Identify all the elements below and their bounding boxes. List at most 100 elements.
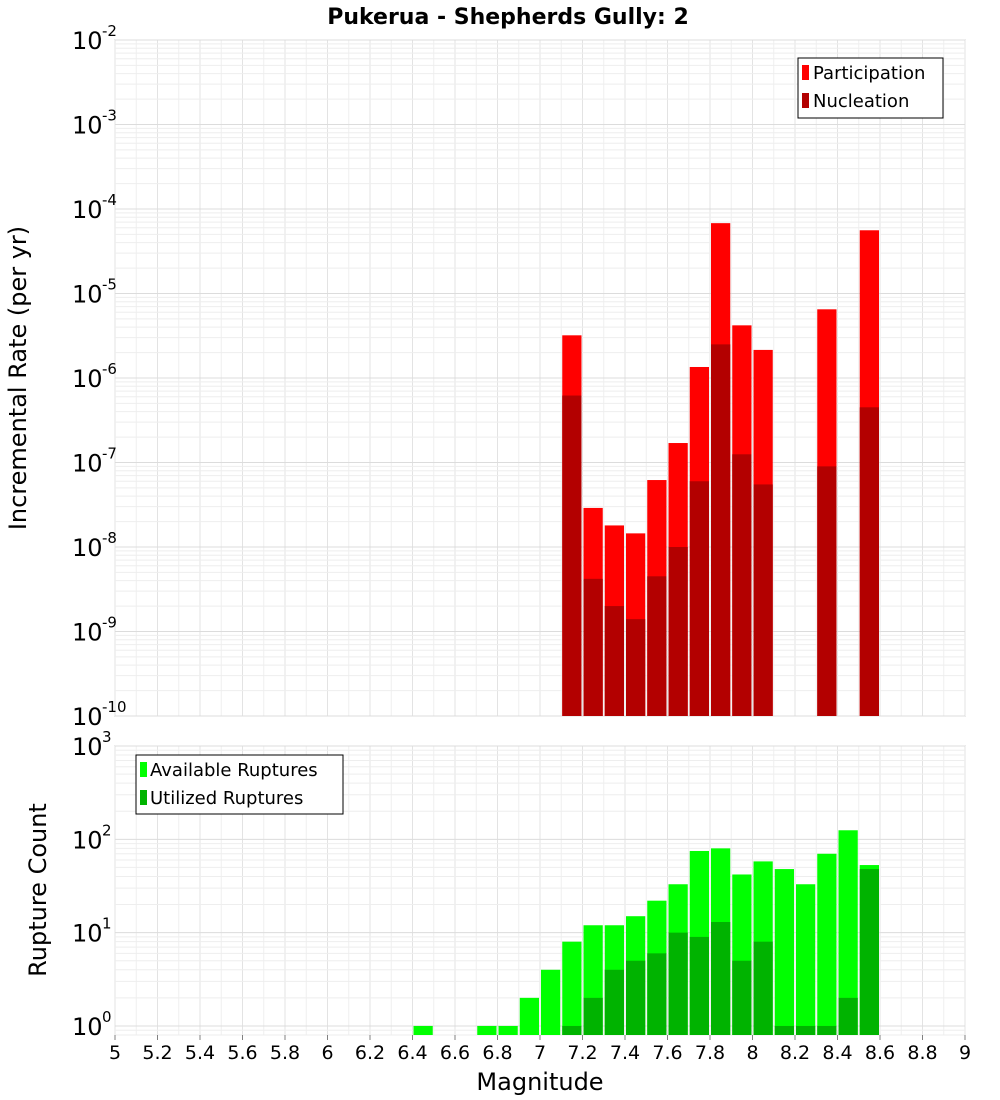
rate-y-tick-exponent: -6 [102,360,117,378]
rate-y-tick: 10 -2 [72,22,117,55]
count-bar-back [774,869,794,1035]
count-y-tick-base: 10 [72,920,103,948]
count-bar-front [796,1025,816,1035]
count-bar-front [817,1025,837,1035]
x-tick-label: 8.8 [907,1042,937,1064]
x-tick-label: 8 [746,1042,758,1064]
rate-y-tick-exponent: -9 [102,614,117,632]
rate-y-tick-base: 10 [72,450,103,478]
count-bar-front [604,969,624,1035]
count-bar-back [477,1025,497,1035]
x-tick-label: 5.4 [185,1042,215,1064]
rate-y-tick-exponent: -2 [102,22,117,40]
x-tick-label: 6.6 [440,1042,470,1064]
rate-y-tick: 10 -6 [72,360,117,393]
count-legend-box [135,754,344,815]
count-bar-front [583,997,603,1035]
x-tick-label: 5 [109,1042,121,1064]
rate-y-tick: 10 -7 [72,445,117,478]
rate-y-tick-exponent: -4 [102,191,117,209]
legend-swatch-utilized [140,790,147,805]
rate-y-tick-base: 10 [72,619,103,647]
count-bar-front [859,869,879,1035]
count-bar-back [498,1025,518,1035]
rate-y-tick-base: 10 [72,112,103,140]
rate-y-tick-base: 10 [72,281,103,309]
legend-label-participation: Participation [813,63,925,84]
rate-bar-front [711,344,731,716]
rate-bars [562,223,879,716]
rate-bar-front [689,481,709,716]
count-bar-back [838,830,858,1035]
count-bar-front [562,1025,582,1035]
x-tick-label: 5.8 [270,1042,300,1064]
count-bar-back [541,969,561,1035]
legend-label-available: Available Ruptures [150,760,318,781]
rate-y-tick-exponent: -8 [102,529,117,547]
count-bar-front [647,953,667,1035]
x-tick-label: 9 [959,1042,971,1064]
x-tick-label: 8.6 [865,1042,895,1064]
count-y-tick-exponent: 3 [102,728,112,746]
magnitude-x-ticks: 5 5.2 5.4 5.6 5.8 6 6.2 6.4 6.6 6.8 7 7.2 7.4 7.6 7.8 8… [109,1035,971,1064]
legend-swatch-participation [802,65,809,80]
rate-y-tick-base: 10 [72,703,103,731]
x-tick-label: 5.2 [142,1042,172,1064]
count-y-tick: 10 1 [72,915,112,948]
rate-bar-front [859,407,879,716]
rate-y-tick-base: 10 [72,365,103,393]
count-bar-front [753,941,773,1035]
rate-y-tick: 10 -4 [72,191,117,224]
count-y-tick-exponent: 0 [102,1008,112,1026]
rate-y-tick-base: 10 [72,534,103,562]
rate-y-tick-exponent: -7 [102,445,117,463]
rate-bar-front [583,578,603,716]
count-bar-front [774,1025,794,1035]
count-bar-front [626,960,646,1035]
count-bar-front [689,936,709,1035]
rate-y-tick-base: 10 [72,27,103,55]
count-bar-back [796,884,816,1035]
count-y-tick: 10 2 [72,821,112,854]
x-tick-label: 7.8 [695,1042,725,1064]
rate-y-axis-label: Incremental Rate (per yr) [4,226,32,530]
legend-label-nucleation: Nucleation [813,91,909,112]
rate-bar-front [668,547,688,716]
count-bar-back [817,853,837,1035]
count-bar-back [562,941,582,1035]
chart-title: Pukerua - Shepherds Gully: 2 [327,5,689,30]
count-bar-back [519,997,539,1035]
count-y-tick-base: 10 [72,733,103,761]
x-tick-label: 7.4 [610,1042,640,1064]
rate-bar-front [647,576,667,716]
x-tick-label: 8.4 [822,1042,852,1064]
count-y-tick-base: 10 [72,1013,103,1041]
rate-y-tick: 10 -5 [72,276,117,309]
count-y-tick-base: 10 [72,826,103,854]
rate-y-tick: 10 -9 [72,614,117,647]
count-bar-front [732,960,752,1035]
rate-bar-front [626,619,646,716]
count-y-tick-exponent: 2 [102,821,112,839]
count-y-tick-exponent: 1 [102,915,112,933]
x-tick-label: 6.8 [482,1042,512,1064]
count-legend: Available Ruptures Utilized Ruptures [135,754,344,815]
count-y-tick: 10 3 [72,728,112,761]
legend-swatch-available [140,762,147,777]
rate-bar-front [817,466,837,716]
count-bar-back [413,1025,433,1035]
rate-bar-front [753,484,773,716]
x-tick-label: 7 [534,1042,546,1064]
x-tick-label: 7.6 [652,1042,682,1064]
count-y-axis-label: Rupture Count [24,803,52,977]
rate-y-tick-exponent: -5 [102,276,117,294]
x-tick-label: 7.2 [567,1042,597,1064]
rate-bar-front [562,395,582,716]
rate-y-tick: 10 -8 [72,529,117,562]
count-y-tick: 10 0 [72,1008,112,1041]
x-tick-label: 6.2 [355,1042,385,1064]
